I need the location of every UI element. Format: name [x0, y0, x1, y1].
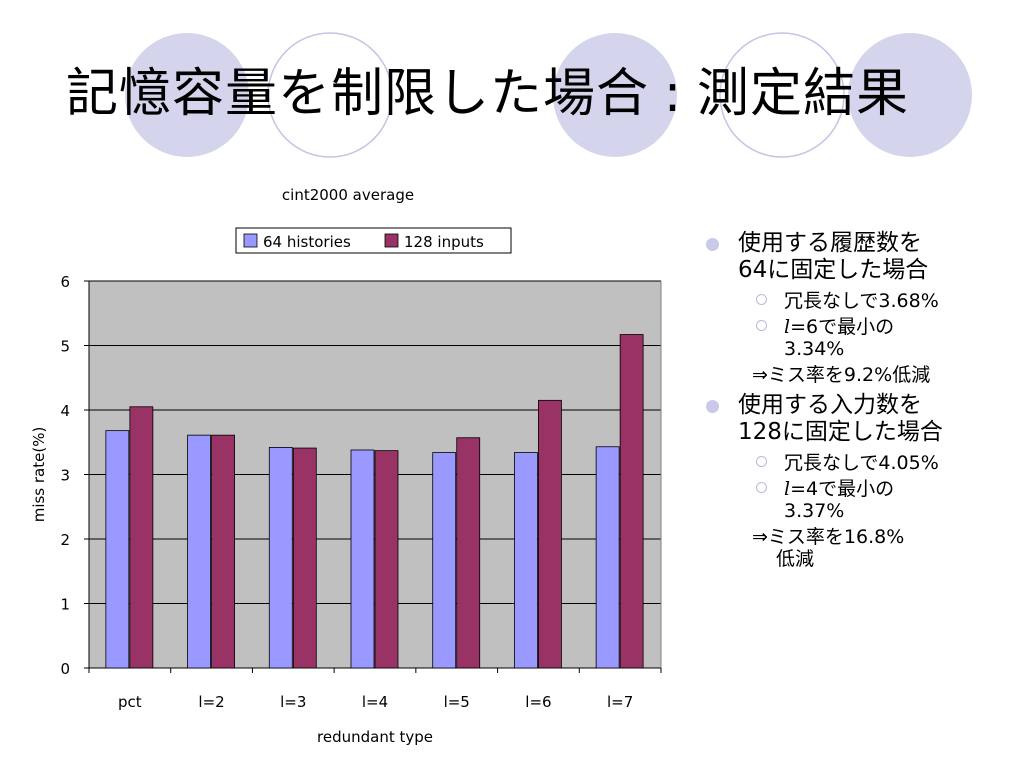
x-axis-title: redundant type	[317, 728, 433, 746]
bar-inputs	[538, 399, 562, 669]
bar-inputs	[211, 434, 235, 669]
bullet-text: 使用する入力数を	[738, 392, 922, 418]
miss-rate-bar-chart: 0 1 2 3 4 5 6 pct l=2 l=3 l=4 l=5 l=6 l=7 cint2000 ave…	[30, 186, 662, 746]
bar-histories	[432, 452, 457, 669]
title-separator: :	[663, 64, 683, 124]
x-tick-label: l=4	[362, 693, 388, 711]
bullet-list: 使用する履歴数を 64に固定した場合 冗長なしで3.68% l=6で最小の 3.34% ⇒…	[706, 230, 1006, 576]
bullet-text: 冗長なしで3.68%	[784, 290, 939, 312]
bar-histories	[350, 449, 375, 669]
bar-histories	[268, 447, 293, 669]
bullet-ring-icon	[756, 482, 767, 493]
decorative-circles	[125, 32, 972, 158]
bar-histories	[514, 452, 538, 669]
bar-histories	[187, 434, 211, 669]
decorative-circle	[125, 33, 249, 157]
y-tick-label: 5	[60, 338, 70, 356]
bullet-text: 使用する履歴数を	[738, 230, 922, 256]
bar-inputs	[374, 450, 399, 669]
legend-box	[235, 227, 512, 254]
bullet-dot-icon	[706, 238, 719, 251]
legend-label: 128 inputs	[404, 233, 484, 251]
legend-label: 64 histories	[263, 233, 351, 251]
variable-l: l	[784, 316, 791, 338]
bullet-ring-icon	[756, 320, 767, 331]
decorative-circle	[719, 32, 845, 158]
bullet-level1: 使用する入力数を 128に固定した場合	[706, 392, 1006, 446]
bullet-note-line: ⇒ミス率を16.8%	[752, 526, 905, 548]
y-axis-title: miss rate(%)	[30, 427, 48, 523]
y-tick-label: 6	[60, 273, 70, 291]
x-tick-label: pct	[118, 693, 142, 711]
bullet-level2: l=6で最小の 3.34%	[706, 316, 1006, 360]
x-tick-label: l=2	[198, 693, 224, 711]
bullet-ring-icon	[756, 456, 767, 467]
variable-l: l	[784, 478, 791, 500]
bullet-text: 冗長なしで4.05%	[784, 452, 939, 474]
title-sub: 測定結果	[697, 64, 910, 124]
bullet-note-line: ⇒ミス率を9.2%低減	[752, 364, 931, 386]
decorative-circle	[848, 33, 972, 157]
chart-title: cint2000 average	[282, 186, 414, 204]
bullet-text: 128に固定した場合	[738, 419, 943, 445]
bullet-text: 64に固定した場合	[738, 257, 929, 283]
title-main: 記憶容量を制限した場合	[66, 64, 650, 124]
decorative-circle	[267, 32, 393, 158]
bullet-level2: 冗長なしで4.05%	[706, 452, 1006, 474]
y-tick-label: 2	[60, 531, 70, 549]
bar-inputs	[129, 406, 154, 669]
legend: 64 histories 128 inputs	[235, 227, 512, 254]
x-tick-label: l=6	[525, 693, 551, 711]
bullet-text: 3.37%	[784, 500, 845, 522]
bar-histories	[105, 430, 130, 669]
bar-inputs	[292, 447, 317, 669]
bar-inputs	[456, 437, 481, 669]
bullet-level2: l=4で最小の 3.37%	[706, 478, 1006, 522]
bullet-note-line: 低減	[776, 548, 815, 570]
bar-inputs	[619, 334, 644, 669]
bullet-text: 3.34%	[784, 338, 845, 360]
bar-histories	[595, 446, 620, 669]
legend-swatch	[243, 233, 258, 248]
bullet-level2: 冗長なしで3.68%	[706, 290, 1006, 312]
x-tick-label: l=7	[607, 693, 633, 711]
y-tick-label: 4	[60, 402, 70, 420]
bullet-text: =6で最小の	[790, 316, 895, 338]
x-tick-label: l=3	[280, 693, 306, 711]
decorative-circle	[553, 33, 677, 157]
bullet-note: ⇒ミス率を16.8% 低減	[706, 526, 1006, 570]
bullet-level1: 使用する履歴数を 64に固定した場合	[706, 230, 1006, 284]
bullet-text: =4で最小の	[790, 478, 895, 500]
bullet-note: ⇒ミス率を9.2%低減	[706, 364, 1006, 386]
y-tick-label: 3	[60, 467, 70, 485]
bullet-ring-icon	[756, 294, 767, 305]
y-tick-label: 0	[60, 660, 70, 678]
x-tick-label: l=5	[444, 693, 470, 711]
bullet-dot-icon	[706, 400, 719, 413]
legend-swatch	[384, 233, 399, 248]
slide-title: 記憶容量を制限した場合: 測定結果	[66, 58, 909, 130]
y-tick-label: 1	[60, 596, 70, 614]
